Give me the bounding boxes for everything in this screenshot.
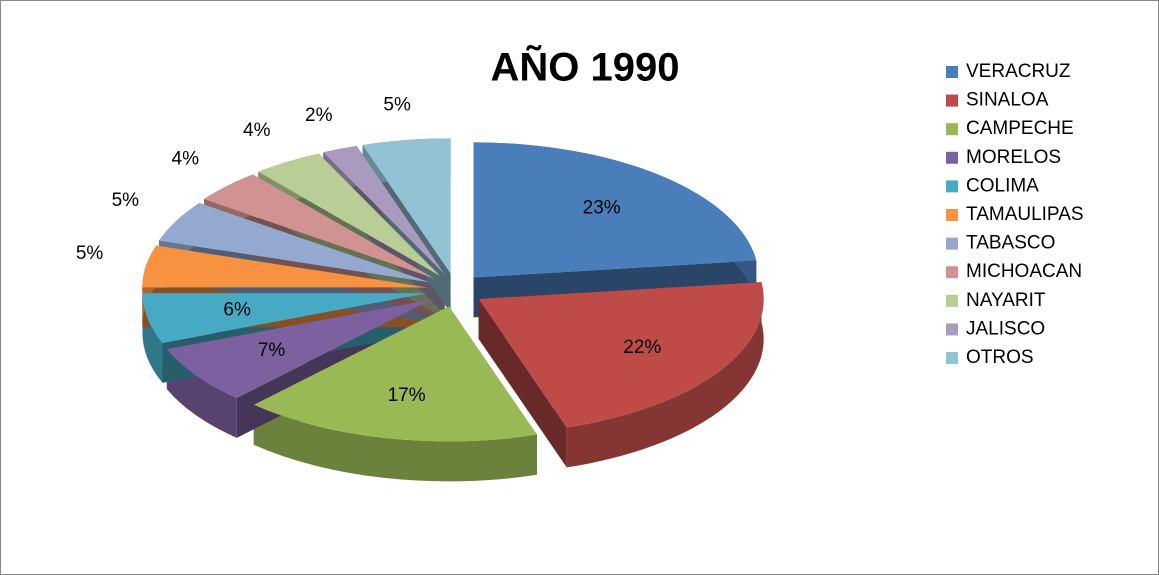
- slice-rim: [142, 293, 163, 383]
- legend-label: MORELOS: [966, 147, 1061, 168]
- legend-swatch: [946, 66, 958, 78]
- slice-rim: [253, 404, 537, 482]
- pie-slice: [253, 306, 537, 442]
- legend-label: COLIMA: [966, 175, 1039, 196]
- data-labels: 23% 22% 17% 7% 6% 5% 5% 4% 4% 2% 5%: [76, 94, 662, 406]
- legend-label: NAYARIT: [966, 290, 1046, 311]
- data-label: 17%: [388, 385, 426, 406]
- legend-label: SINALOA: [966, 90, 1049, 111]
- legend-label: VERACRUZ: [966, 61, 1071, 82]
- chart-title: AÑO 1990: [491, 44, 680, 90]
- pie-slice: [478, 282, 764, 428]
- legend-swatch: [946, 237, 958, 250]
- pie-slice: [473, 142, 757, 278]
- data-label: 23%: [583, 198, 621, 219]
- slice-rim: [566, 282, 764, 468]
- slice-side: [478, 299, 567, 468]
- pie-slice: [204, 174, 435, 279]
- data-label: 2%: [305, 105, 333, 126]
- data-label: 4%: [243, 120, 271, 141]
- data-label: 6%: [223, 299, 251, 320]
- legend-label: TABASCO: [966, 233, 1055, 254]
- pie-slice: [258, 153, 440, 276]
- data-label: 5%: [383, 94, 411, 115]
- legend-swatch: [946, 294, 958, 307]
- legend-swatch: [946, 151, 958, 164]
- slice-tops: [142, 138, 764, 442]
- data-label: 4%: [172, 149, 200, 170]
- data-label: 5%: [112, 190, 140, 211]
- pie-slice: [142, 293, 428, 343]
- legend-swatch: [946, 352, 958, 364]
- pie-slice: [323, 145, 445, 275]
- data-label: 7%: [258, 340, 286, 361]
- pie-slice: [159, 203, 431, 283]
- legend-swatch: [946, 323, 958, 336]
- legend-label: CAMPECHE: [966, 118, 1074, 139]
- legend-swatch: [946, 209, 958, 221]
- legend-swatch: [946, 123, 958, 136]
- legend-swatch: [946, 180, 958, 193]
- legend-label: JALISCO: [966, 318, 1045, 339]
- data-label: 22%: [623, 337, 661, 358]
- legend-label: MICHOACAN: [966, 261, 1082, 282]
- pie-slice: [142, 245, 428, 288]
- legend-swatch: [946, 266, 958, 279]
- legend-label: OTROS: [966, 347, 1034, 368]
- legend-swatch: [946, 94, 958, 107]
- legend-label: TAMAULIPAS: [966, 204, 1084, 225]
- data-label: 5%: [76, 243, 104, 264]
- pie-slice: [362, 138, 451, 274]
- pie-slice: [166, 299, 432, 398]
